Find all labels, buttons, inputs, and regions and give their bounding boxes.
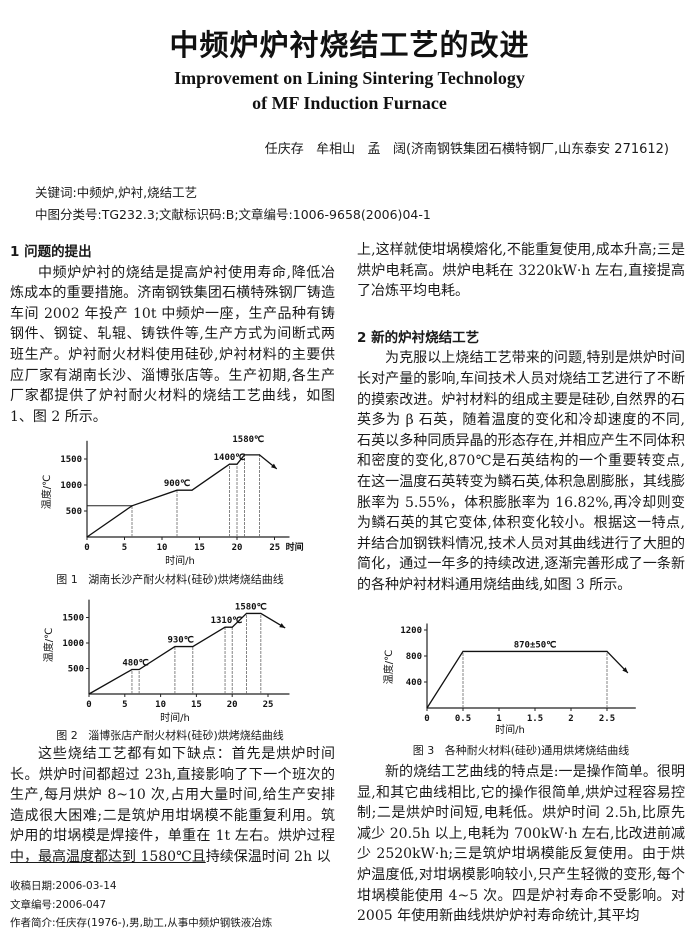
annotation-label: 480℃ bbox=[122, 658, 148, 669]
classification-number: 中图分类号:TG232.3;文献标识码:B;文章编号:1006-9658(200… bbox=[35, 207, 431, 222]
authors-affiliation: 任庆存 牟相山 孟 阔(济南钢铁集团石横特钢厂,山东泰安 271612) bbox=[264, 142, 669, 157]
keywords: 关键词:中频炉,炉衬,烧结工艺 bbox=[35, 185, 198, 200]
data-point bbox=[426, 707, 428, 709]
x-tick-label: 0 bbox=[84, 543, 89, 553]
annotation-label: 900℃ bbox=[164, 478, 190, 489]
y-tick-label: 1500 bbox=[60, 455, 82, 465]
x-tick-label: 0 bbox=[424, 714, 429, 724]
series-line bbox=[426, 650, 629, 709]
data-point bbox=[231, 626, 233, 628]
y-tick-label: 500 bbox=[66, 507, 82, 517]
arrow-head-icon bbox=[279, 623, 286, 628]
data-point bbox=[243, 454, 246, 456]
footnote-article-number: 文章编号:2006-047 bbox=[10, 899, 107, 911]
x-axis-label: 时间/h bbox=[165, 554, 195, 567]
data-point bbox=[176, 489, 178, 491]
y-axis-label: 温度/℃ bbox=[40, 475, 53, 510]
arrow-head-icon bbox=[270, 463, 277, 469]
right-column-bottom: 新的烧结工艺曲线的特点是:一是操作简单。很明显,和其它曲线相比,它的操作很简单,… bbox=[357, 762, 685, 927]
annotation-label: 1400℃ bbox=[214, 452, 246, 463]
x-tick-label: 1 bbox=[496, 714, 501, 724]
data-point bbox=[236, 463, 238, 465]
data-point bbox=[131, 668, 133, 671]
y-tick-label: 1000 bbox=[60, 481, 82, 491]
paragraph-text: 这些烧结工艺都有如下缺点：首先是烘炉时间长。烘炉时间都超过 23h,直接影响了下… bbox=[10, 746, 335, 845]
data-point bbox=[192, 645, 194, 648]
y-tick-label: 500 bbox=[68, 665, 84, 675]
data-point bbox=[462, 650, 464, 653]
right-column-top: 上,这样就使坩埚模熔化,不能重复使用,成本升高;三是烘炉电耗高。烘炉电耗在 32… bbox=[357, 240, 685, 596]
x-axis-label: 时间/h bbox=[495, 723, 525, 736]
section-heading-2: 2 新的炉衬烧结工艺 bbox=[357, 329, 480, 346]
y-tick-label: 1200 bbox=[400, 626, 422, 636]
x-tick-label: 5 bbox=[122, 700, 127, 710]
y-tick-label: 800 bbox=[406, 652, 422, 662]
y-tick-label: 1500 bbox=[62, 614, 84, 624]
x-tick-label: 10 bbox=[155, 700, 166, 710]
paragraph: 上,这样就使坩埚模熔化,不能重复使用,成本升高;三是烘炉电耗高。烘炉电耗在 32… bbox=[357, 242, 685, 300]
x-tick-label: 0 bbox=[86, 700, 91, 710]
arrow-head-icon bbox=[622, 667, 628, 673]
x-tick-label: 0.5 bbox=[455, 714, 471, 724]
data-point bbox=[228, 463, 231, 465]
footnote-author-bio: 作者简介:任庆存(1976-),男,助工,从事中频炉钢铁液冶炼 bbox=[10, 917, 273, 929]
paragraph-text: 持续保温时间 2h 以 bbox=[205, 848, 331, 865]
x-tick-label: 10 bbox=[157, 543, 168, 553]
data-point bbox=[86, 536, 88, 538]
y-tick-label: 400 bbox=[406, 678, 422, 688]
data-point bbox=[260, 612, 262, 615]
paragraph: 中频炉炉衬的烧结是提高炉衬使用寿命,降低冶炼成本的重要措施。济南钢铁集团石横特殊… bbox=[10, 264, 335, 425]
title-chinese: 中频炉炉衬烧结工艺的改进 bbox=[169, 28, 530, 62]
title-english-line2: of MF Induction Furnace bbox=[252, 93, 447, 113]
data-point bbox=[224, 626, 226, 628]
paragraph: 新的烧结工艺曲线的特点是:一是操作简单。很明显,和其它曲线相比,它的操作很简单,… bbox=[357, 764, 685, 925]
series-line bbox=[86, 454, 278, 538]
data-point bbox=[191, 489, 193, 491]
left-column-top: 1 问题的提出 中频炉炉衬的烧结是提高炉衬使用寿命,降低冶炼成本的重要措施。济南… bbox=[10, 242, 335, 427]
annotation-label: 870±50℃ bbox=[514, 639, 557, 650]
series-line bbox=[88, 612, 286, 695]
figure-1-caption: 图 1 湖南长沙产耐火材料(硅砂)烘烤烧结曲线 bbox=[56, 573, 284, 586]
x-tick-label: 1.5 bbox=[527, 714, 543, 724]
x-axis-label: 时间/h bbox=[160, 711, 190, 724]
y-axis-label: 温度/℃ bbox=[382, 650, 395, 685]
data-point bbox=[258, 454, 261, 456]
section-heading-1: 1 问题的提出 bbox=[10, 244, 92, 260]
footnote-received-date: 收稿日期:2006-03-14 bbox=[10, 880, 117, 892]
annotation-label: 1310℃ bbox=[211, 615, 243, 626]
chart-figure-1: 0 5 10 15 20 25 时间 500 1000 1500 900℃ 1400℃ 1580℃ 温度… bbox=[40, 434, 304, 567]
data-point bbox=[131, 505, 133, 507]
title-english-line1: Improvement on Lining Sintering Technolo… bbox=[174, 68, 525, 88]
x-tick-label: 25 bbox=[263, 700, 274, 710]
data-point bbox=[245, 612, 248, 615]
data-point bbox=[138, 668, 140, 671]
figure-2-caption: 图 2 淄博张店产耐火材料(硅砂)烘烤烧结曲线 bbox=[56, 729, 284, 742]
y-axis-label: 温度/℃ bbox=[42, 628, 55, 663]
x-tick-label: 2.5 bbox=[599, 714, 615, 724]
annotation-label: 930℃ bbox=[167, 635, 193, 646]
chart-figure-2: 0 5 10 15 20 25 500 1000 1500 480℃ 930℃ 1310℃ 1580℃ 温… bbox=[42, 599, 290, 724]
chart-figure-3: 0 0.5 1 1.5 2 2.5 400 800 1200 870±50℃ 温度/℃ 时间/h bbox=[382, 623, 636, 736]
paragraph: 这些烧结工艺都有如下缺点：首先是烘炉时间长。烘炉时间都超过 23h,直接影响了下… bbox=[10, 744, 335, 868]
x-tick-label: 20 bbox=[227, 700, 238, 710]
y-tick-label: 1000 bbox=[62, 639, 84, 649]
data-point bbox=[174, 645, 176, 648]
underlined-text: 中，最高温度都达到 1580℃且 bbox=[10, 848, 206, 865]
spacer bbox=[357, 302, 685, 328]
x-tick-label: 20 bbox=[232, 543, 243, 553]
x-tick-label: 25 时间 bbox=[269, 541, 303, 553]
figure-3-caption: 图 3 各种耐火材料(硅砂)通用烘烤烧结曲线 bbox=[412, 744, 630, 757]
data-point bbox=[88, 693, 90, 695]
annotation-label: 1580℃ bbox=[235, 601, 267, 612]
left-column-bottom: 这些烧结工艺都有如下缺点：首先是烘炉时间长。烘炉时间都超过 23h,直接影响了下… bbox=[10, 744, 335, 868]
x-tick-label: 15 bbox=[194, 543, 205, 553]
x-tick-label: 2 bbox=[568, 714, 573, 724]
annotation-label: 1580℃ bbox=[232, 434, 264, 445]
x-tick-label: 15 bbox=[191, 700, 202, 710]
paragraph: 为克服以上烧结工艺带来的问题,特别是烘炉时间长对产量的影响,车间技术人员对烧结工… bbox=[357, 350, 685, 593]
data-point bbox=[606, 650, 608, 653]
x-tick-label: 5 bbox=[122, 543, 127, 553]
